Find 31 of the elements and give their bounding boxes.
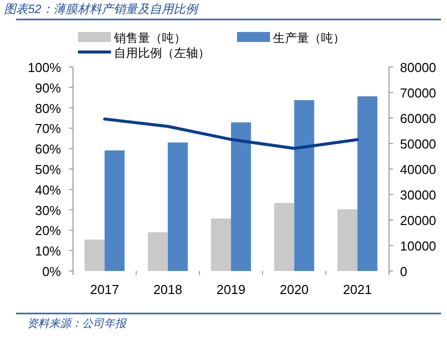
y-tick-label: 80% bbox=[34, 100, 62, 116]
y-tick-label: 20% bbox=[34, 223, 62, 238]
y-tick-label: 10% bbox=[34, 244, 62, 259]
y2-tick-label: 20000 bbox=[400, 213, 436, 228]
x-tick-label: 2017 bbox=[90, 282, 120, 297]
y2-tick-label: 0 bbox=[400, 264, 408, 279]
legend-label: 生产量（吨） bbox=[273, 31, 345, 45]
x-tick-label: 2019 bbox=[216, 282, 246, 297]
y-tick-label: 60% bbox=[34, 142, 62, 157]
y-tick-label: 30% bbox=[34, 202, 62, 218]
x-tick-label: 2020 bbox=[280, 282, 309, 297]
legend-label: 自用比例（左轴） bbox=[114, 46, 210, 60]
y-tick-label: 70% bbox=[34, 121, 62, 136]
y-tick-label: 40% bbox=[34, 182, 62, 198]
y2-tick-label: 50000 bbox=[400, 136, 436, 152]
x-tick-label: 2018 bbox=[153, 282, 182, 297]
line-series bbox=[103, 118, 359, 150]
y2-tick-label: 10000 bbox=[400, 238, 436, 254]
y2-tick-label: 40000 bbox=[400, 162, 436, 177]
y-tick-label: 50% bbox=[34, 162, 62, 177]
y-tick-label: 90% bbox=[34, 80, 62, 96]
y-tick-label: 100% bbox=[28, 60, 62, 75]
y-tick-label: 0% bbox=[42, 264, 62, 279]
text: 资料来源：公司年报 bbox=[27, 317, 127, 330]
y2-tick-label: 30000 bbox=[400, 188, 436, 202]
y2-tick-label: 80000 bbox=[400, 60, 436, 75]
y2-tick-label: 70000 bbox=[400, 86, 436, 100]
x-tick-label: 2021 bbox=[342, 282, 372, 297]
y2-tick-label: 60000 bbox=[400, 111, 436, 126]
chart-title: 图表52：薄膜材料产销量及自用比例 bbox=[4, 2, 200, 16]
legend-label: 销售量（吨） bbox=[113, 31, 186, 45]
